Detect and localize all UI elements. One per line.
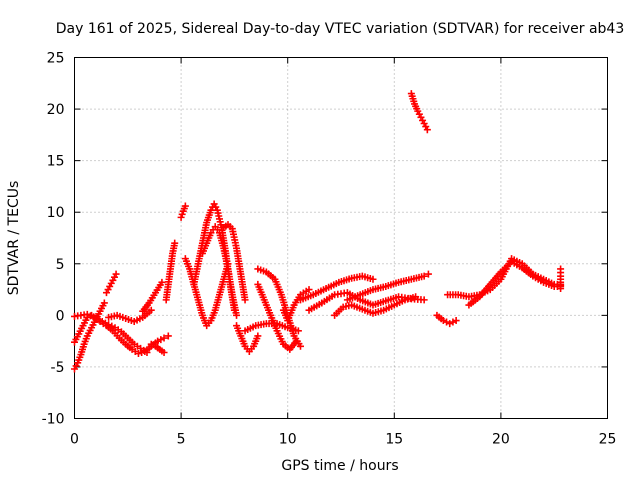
data-point-arc-20 (369, 275, 377, 283)
data-point-arc-18 (292, 337, 300, 345)
data-point-arc-5 (134, 350, 142, 358)
data-point-arc-8 (160, 348, 168, 356)
y-tick-label: 0 (56, 308, 65, 324)
data-point-arc-22 (420, 272, 428, 280)
data-point-arc-24 (423, 126, 431, 134)
data-point-arc-19 (305, 286, 313, 294)
data-point-arc-5 (138, 348, 146, 356)
data-point-arc-15 (254, 332, 262, 340)
y-tick-label: -5 (51, 360, 65, 376)
data-point-arc-17 (296, 342, 304, 350)
data-point-arc-9 (171, 239, 179, 247)
data-point-arc-5 (164, 332, 172, 340)
x-tick-label: 15 (385, 432, 403, 448)
data-point-arc-23 (412, 293, 420, 301)
data-point-arc-22 (424, 270, 432, 278)
data-point-arc-16 (294, 327, 302, 335)
x-tick-label: 0 (70, 432, 79, 448)
grid (74, 57, 608, 419)
data-point-arc-13 (233, 311, 241, 319)
data-point-arc-14 (241, 296, 249, 304)
data-point-arc-21 (420, 296, 428, 304)
y-tick-label: 20 (47, 102, 65, 118)
data-point-arc-1 (100, 299, 108, 307)
data-point-arc-4 (112, 270, 120, 278)
data-point-arc-28 (557, 285, 565, 293)
axis-ticks (74, 57, 608, 419)
y-tick-label: -10 (42, 412, 65, 428)
x-tick-label: 20 (492, 432, 510, 448)
data-point-arc-7 (158, 278, 166, 286)
data-point-arc-10 (181, 202, 189, 210)
axis-tick-labels: 0 5 10 15 20 25 -10 -5 0 5 10 15 20 25 (42, 51, 617, 448)
y-tick-label: 25 (47, 51, 65, 67)
data-point-arc-25 (452, 317, 460, 325)
y-tick-label: 15 (47, 154, 65, 170)
x-tick-label: 10 (279, 432, 297, 448)
y-tick-label: 5 (56, 257, 65, 273)
chart-title: Day 161 of 2025, Sidereal Day-to-day VTE… (56, 21, 625, 37)
x-tick-label: 5 (177, 432, 186, 448)
y-tick-label: 10 (47, 205, 65, 221)
data-marks (71, 90, 565, 373)
data-point-arc-5 (160, 334, 168, 342)
data-point-arc-8 (147, 340, 155, 348)
plot-frame (74, 57, 608, 419)
x-axis-label: GPS time / hours (281, 458, 398, 474)
x-tick-label: 25 (599, 432, 617, 448)
y-axis-label: SDTVAR / TECUs (6, 181, 22, 296)
data-point-arc-6 (147, 306, 155, 314)
